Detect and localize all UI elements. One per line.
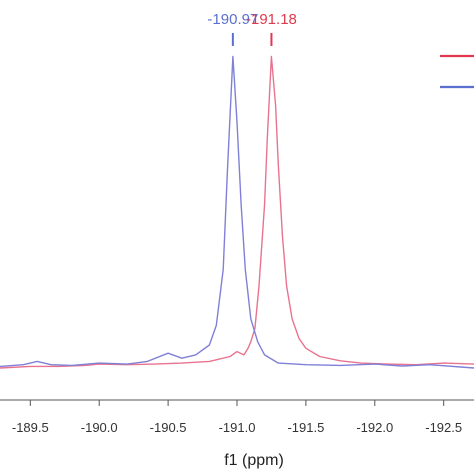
- x-tick-label-4: -191.0: [219, 420, 256, 435]
- legend: [440, 54, 474, 89]
- x-tick-label-2: -190.0: [81, 420, 118, 435]
- peak-label-2: -191.18: [246, 11, 297, 28]
- x-axis-ticks: -189.5 -190.0 -190.5 -191.0 -191.5 -192.0 -192…: [12, 400, 462, 435]
- series-line-2: [0, 55, 474, 369]
- x-tick-label-6: -192.0: [356, 420, 393, 435]
- x-axis-title: f1 (ppm): [224, 452, 284, 469]
- x-tick-label-1: -189.5: [12, 420, 49, 435]
- annotation-layer: -190.97-191.18: [207, 11, 297, 46]
- x-tick-label-7: -192.5: [425, 420, 462, 435]
- series-layer: [0, 55, 474, 369]
- x-tick-label-3: -190.5: [150, 420, 187, 435]
- peak-label-1: -190.97: [207, 11, 258, 28]
- x-tick-label-5: -191.5: [287, 420, 324, 435]
- series-line-1: [0, 55, 474, 369]
